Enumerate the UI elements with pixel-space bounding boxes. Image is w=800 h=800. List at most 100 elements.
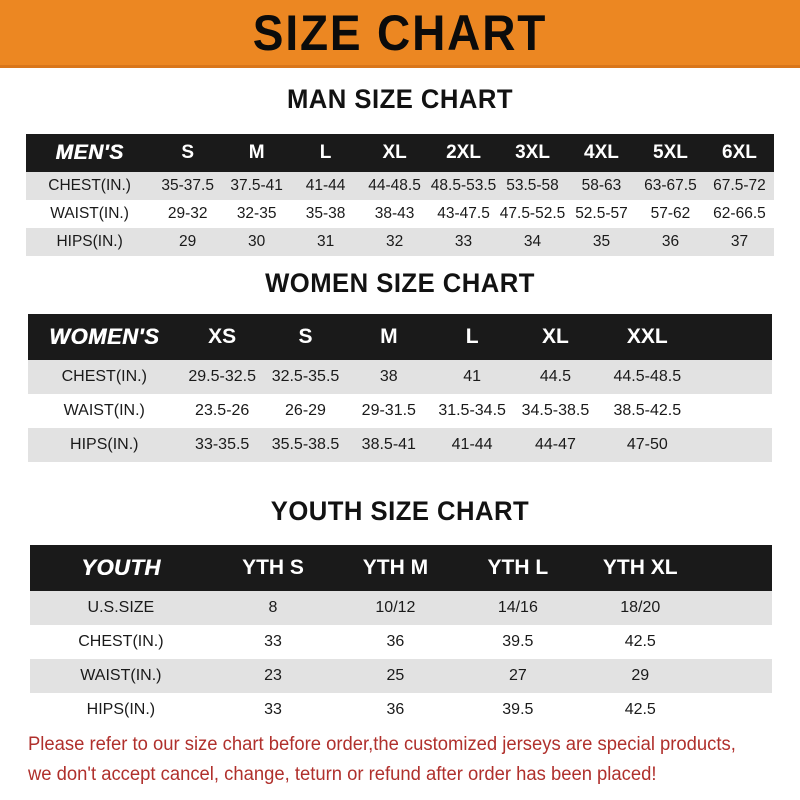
table-cell: 34 — [498, 228, 567, 256]
men-row-label: HIPS(IN.) — [26, 228, 154, 256]
youth-row-label: WAIST(IN.) — [30, 659, 212, 693]
table-cell: 39.5 — [456, 693, 580, 727]
table-row: HIPS(IN.) 33 36 39.5 42.5 — [30, 693, 772, 727]
women-size-header: XS — [180, 314, 264, 360]
table-cell: 38.5-41 — [347, 428, 431, 462]
table-cell: 8 — [211, 591, 335, 625]
men-size-header: 2XL — [429, 134, 499, 172]
youth-size-header: YTH XL — [579, 545, 702, 591]
women-row-label: WAIST(IN.) — [28, 394, 181, 428]
table-cell: 33 — [211, 625, 335, 659]
women-header-row: WOMEN'S XS S M L XL XXL — [28, 314, 772, 360]
table-cell-filler — [697, 394, 772, 428]
men-size-header: L — [291, 134, 361, 172]
youth-size-header: YTH S — [211, 545, 335, 591]
table-cell: 37.5-41 — [222, 172, 292, 200]
table-cell: 18/20 — [579, 591, 702, 625]
table-cell: 47.5-52.5 — [498, 200, 567, 228]
youth-row-label: HIPS(IN.) — [30, 693, 212, 727]
men-size-header: 3XL — [498, 134, 567, 172]
men-size-header: S — [153, 134, 223, 172]
table-cell: 42.5 — [579, 693, 702, 727]
youth-size-header: YTH M — [334, 545, 457, 591]
table-cell: 53.5-58 — [498, 172, 567, 200]
men-size-header: M — [222, 134, 292, 172]
table-cell: 39.5 — [456, 625, 580, 659]
table-cell: 33 — [211, 693, 335, 727]
table-cell: 62-66.5 — [704, 200, 774, 228]
men-row-label: WAIST(IN.) — [26, 200, 154, 228]
youth-size-header: YTH L — [456, 545, 580, 591]
page-title: SIZE CHART — [252, 4, 548, 61]
women-header-filler — [697, 314, 772, 360]
women-row-label: CHEST(IN.) — [28, 360, 181, 394]
table-cell: 35 — [567, 228, 636, 256]
table-cell-filler — [701, 693, 772, 727]
table-cell: 43-47.5 — [429, 200, 499, 228]
table-row: HIPS(IN.) 33-35.5 35.5-38.5 38.5-41 41-4… — [28, 428, 772, 462]
women-size-header: XXL — [597, 314, 698, 360]
table-cell: 30 — [222, 228, 292, 256]
disclaimer-line-1: Please refer to our size chart before or… — [28, 734, 736, 755]
table-cell: 25 — [334, 659, 457, 693]
youth-row-label: CHEST(IN.) — [30, 625, 212, 659]
men-size-table-wrapper: MEN'S S M L XL 2XL 3XL 4XL 5XL 6XL CHEST… — [26, 134, 774, 256]
table-cell: 23.5-26 — [180, 394, 264, 428]
table-cell: 27 — [456, 659, 580, 693]
women-size-header: S — [263, 314, 348, 360]
table-cell: 26-29 — [263, 394, 348, 428]
table-cell: 44.5-48.5 — [597, 360, 698, 394]
table-cell: 42.5 — [579, 625, 702, 659]
women-size-header: XL — [513, 314, 598, 360]
table-cell: 29.5-32.5 — [180, 360, 264, 394]
table-row: WAIST(IN.) 23 25 27 29 — [30, 659, 772, 693]
table-cell: 32-35 — [222, 200, 292, 228]
table-cell: 67.5-72 — [704, 172, 774, 200]
men-section-title: MAN SIZE CHART — [286, 84, 514, 114]
table-cell: 41 — [430, 360, 514, 394]
men-size-table: MEN'S S M L XL 2XL 3XL 4XL 5XL 6XL CHEST… — [26, 134, 774, 256]
table-cell: 58-63 — [567, 172, 636, 200]
table-cell: 41-44 — [430, 428, 514, 462]
table-cell: 32.5-35.5 — [263, 360, 348, 394]
table-row: CHEST(IN.) 33 36 39.5 42.5 — [30, 625, 772, 659]
youth-size-table: YOUTH YTH S YTH M YTH L YTH XL U.S.SIZE … — [30, 545, 772, 727]
table-cell: 38-43 — [360, 200, 430, 228]
women-size-header: M — [347, 314, 431, 360]
youth-header-row: YOUTH YTH S YTH M YTH L YTH XL — [30, 545, 772, 591]
youth-size-table-wrapper: YOUTH YTH S YTH M YTH L YTH XL U.S.SIZE … — [30, 545, 772, 727]
table-cell: 41-44 — [291, 172, 361, 200]
table-cell: 44-47 — [513, 428, 598, 462]
table-cell: 48.5-53.5 — [429, 172, 499, 200]
men-size-header: 4XL — [567, 134, 636, 172]
women-row-label: HIPS(IN.) — [28, 428, 181, 462]
table-cell: 36 — [334, 693, 457, 727]
men-size-header: 5XL — [635, 134, 705, 172]
table-cell-filler — [701, 591, 772, 625]
table-cell: 35.5-38.5 — [263, 428, 348, 462]
men-size-header: 6XL — [704, 134, 774, 172]
table-cell: 35-38 — [291, 200, 361, 228]
table-cell: 47-50 — [597, 428, 698, 462]
table-cell: 52.5-57 — [567, 200, 636, 228]
disclaimer-note: Please refer to our size chart before or… — [28, 730, 754, 790]
table-row: U.S.SIZE 8 10/12 14/16 18/20 — [30, 591, 772, 625]
table-row: CHEST(IN.) 29.5-32.5 32.5-35.5 38 41 44.… — [28, 360, 772, 394]
youth-corner-label: YOUTH — [30, 545, 212, 591]
disclaimer-line-2: we don't accept cancel, change, teturn o… — [28, 764, 657, 785]
men-corner-label: MEN'S — [26, 134, 154, 172]
table-cell: 36 — [635, 228, 705, 256]
table-cell-filler — [701, 659, 772, 693]
table-row: WAIST(IN.) 29-32 32-35 35-38 38-43 43-47… — [26, 200, 774, 228]
table-cell: 29 — [153, 228, 223, 256]
table-cell: 29-31.5 — [347, 394, 431, 428]
women-size-table-wrapper: WOMEN'S XS S M L XL XXL CHEST(IN.) 29.5-… — [28, 314, 772, 462]
table-cell: 23 — [211, 659, 335, 693]
table-cell: 38.5-42.5 — [597, 394, 698, 428]
table-cell-filler — [697, 360, 772, 394]
table-row: CHEST(IN.) 35-37.5 37.5-41 41-44 44-48.5… — [26, 172, 774, 200]
table-cell: 29 — [579, 659, 702, 693]
men-size-header: XL — [360, 134, 430, 172]
women-section-title: WOMEN SIZE CHART — [265, 268, 535, 298]
